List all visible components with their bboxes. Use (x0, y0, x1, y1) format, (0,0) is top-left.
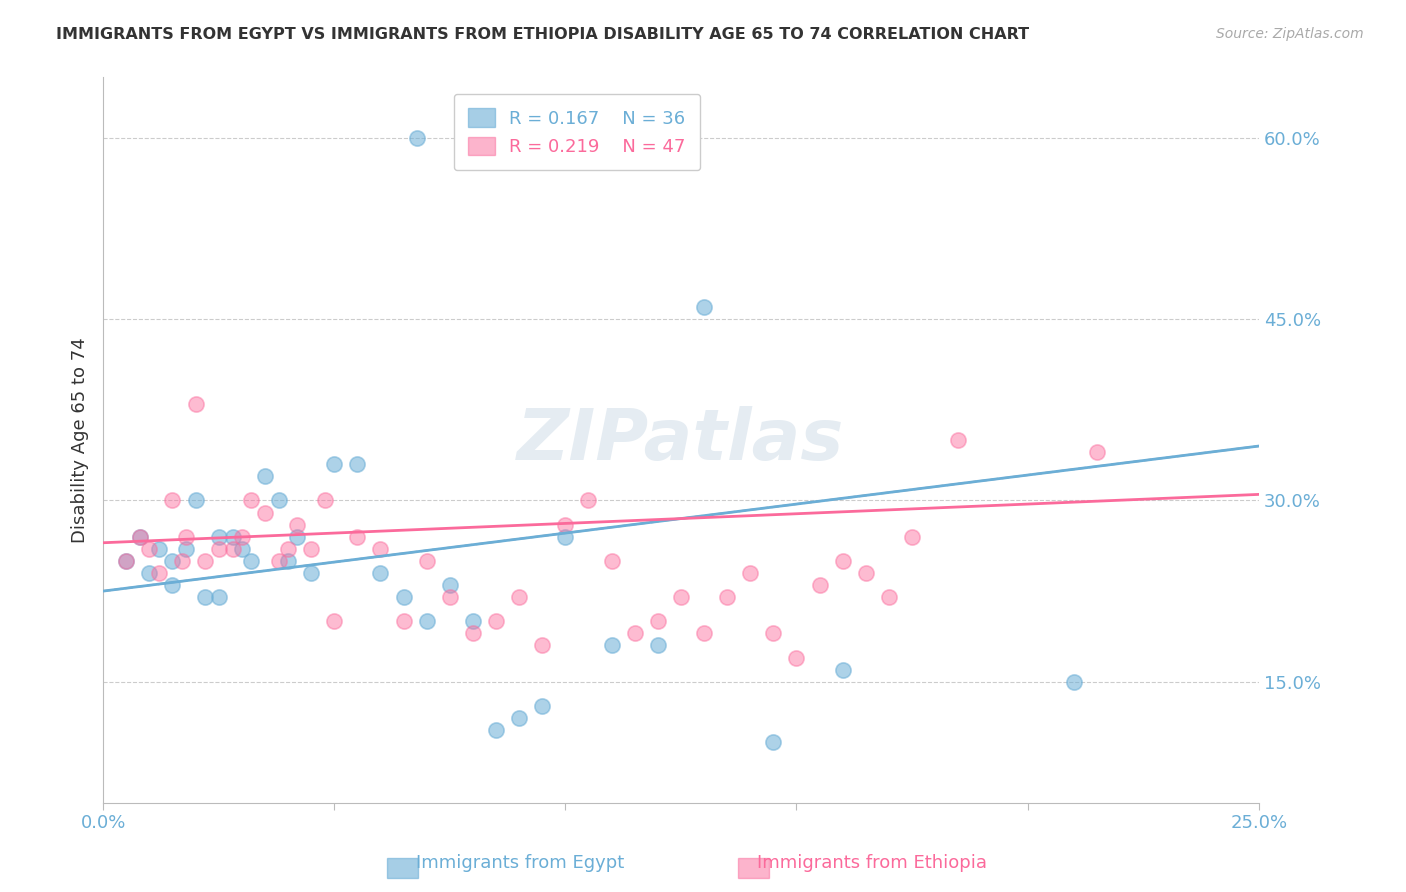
Point (370, 566, 392, 580)
Point (740, 566, 762, 580)
Y-axis label: Disability Age 65 to 74: Disability Age 65 to 74 (72, 337, 89, 543)
Point (285, 517, 308, 532)
Point (253, 506, 276, 520)
Point (415, 615, 437, 629)
Point (138, 541, 160, 556)
Point (554, 517, 576, 532)
Point (415, 554, 437, 568)
Text: ZIPatlas: ZIPatlas (517, 406, 845, 475)
Point (148, 566, 170, 580)
Point (716, 590, 738, 604)
Point (277, 541, 299, 556)
Point (285, 530, 308, 544)
Point (323, 615, 346, 629)
Point (1085, 445, 1108, 459)
Point (877, 590, 900, 604)
Point (221, 541, 243, 556)
Point (508, 711, 530, 725)
Point (208, 590, 231, 604)
Point (531, 639, 554, 653)
Point (901, 530, 924, 544)
Point (508, 590, 530, 604)
Point (531, 698, 554, 713)
Point (231, 541, 253, 556)
Point (129, 530, 152, 544)
Point (578, 493, 600, 508)
Point (554, 530, 576, 544)
Point (392, 615, 415, 629)
Point (623, 626, 645, 640)
Point (855, 566, 877, 580)
Point (439, 590, 461, 604)
Text: Immigrants from Ethiopia: Immigrants from Ethiopia (756, 855, 987, 872)
Point (221, 530, 243, 544)
Point (785, 650, 807, 665)
Point (208, 541, 231, 556)
Point (314, 493, 336, 508)
Point (208, 530, 231, 544)
Point (485, 615, 508, 629)
Text: Source: ZipAtlas.com: Source: ZipAtlas.com (1216, 27, 1364, 41)
Point (176, 541, 198, 556)
Point (299, 566, 322, 580)
Point (346, 530, 368, 544)
Point (277, 554, 299, 568)
Point (406, 131, 429, 145)
Point (170, 554, 193, 568)
Text: IMMIGRANTS FROM EGYPT VS IMMIGRANTS FROM ETHIOPIA DISABILITY AGE 65 TO 74 CORREL: IMMIGRANTS FROM EGYPT VS IMMIGRANTS FROM… (56, 27, 1029, 42)
Point (138, 566, 160, 580)
Point (323, 457, 346, 471)
Point (267, 554, 290, 568)
Point (231, 530, 253, 544)
Point (370, 541, 392, 556)
Point (461, 626, 484, 640)
Point (392, 590, 415, 604)
Point (299, 541, 322, 556)
Point (148, 541, 170, 556)
Point (194, 590, 217, 604)
Point (162, 578, 184, 592)
Point (762, 626, 785, 640)
Point (461, 615, 484, 629)
Point (346, 457, 368, 471)
Point (831, 663, 853, 677)
Point (948, 433, 970, 447)
Point (129, 530, 152, 544)
Point (831, 554, 853, 568)
Point (267, 493, 290, 508)
Point (439, 578, 461, 592)
Text: Immigrants from Egypt: Immigrants from Egypt (416, 855, 624, 872)
Point (762, 735, 785, 749)
Point (240, 493, 263, 508)
Point (693, 626, 716, 640)
Point (647, 615, 669, 629)
Point (1063, 674, 1085, 689)
Point (253, 469, 276, 483)
Point (115, 554, 138, 568)
Point (669, 590, 692, 604)
Point (176, 530, 198, 544)
Point (600, 554, 623, 568)
Point (194, 554, 217, 568)
Point (162, 554, 184, 568)
Point (240, 554, 263, 568)
Legend: R = 0.167    N = 36, R = 0.219    N = 47: R = 0.167 N = 36, R = 0.219 N = 47 (454, 94, 700, 170)
Point (184, 397, 207, 411)
Point (808, 578, 831, 592)
Point (162, 493, 184, 508)
Point (600, 639, 623, 653)
Point (485, 723, 508, 737)
Point (647, 639, 669, 653)
Point (693, 300, 716, 314)
Point (184, 493, 207, 508)
Point (115, 554, 138, 568)
